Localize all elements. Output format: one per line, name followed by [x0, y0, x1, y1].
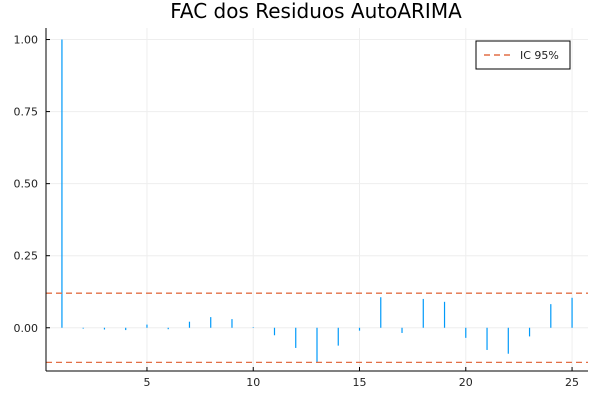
x-tick-label-25: 25 [565, 376, 579, 389]
y-tick-label-1: 0.25 [14, 250, 39, 263]
chart-title: FAC dos Residuos AutoARIMA [170, 0, 462, 23]
y-tick-label-4: 1.00 [14, 34, 39, 47]
tick-labels: 5 10 15 20 25 0.00 0.25 0.50 0.75 1.00 [14, 34, 580, 389]
y-tick-label-0: 0.00 [14, 322, 39, 335]
x-tick-label-10: 10 [246, 376, 260, 389]
x-tick-label-5: 5 [143, 376, 150, 389]
x-tick-label-20: 20 [459, 376, 473, 389]
axes [45, 28, 588, 372]
y-tick-label-2: 0.50 [14, 178, 39, 191]
x-tick-label-15: 15 [353, 376, 367, 389]
legend-box [475, 40, 571, 70]
acf-bars [61, 39, 573, 363]
grid [46, 28, 588, 371]
y-tick-label-3: 0.75 [14, 106, 39, 119]
legend: IC 95% [475, 40, 571, 70]
confidence-interval-lines [46, 292, 588, 364]
legend-label-ci: IC 95% [520, 49, 559, 62]
